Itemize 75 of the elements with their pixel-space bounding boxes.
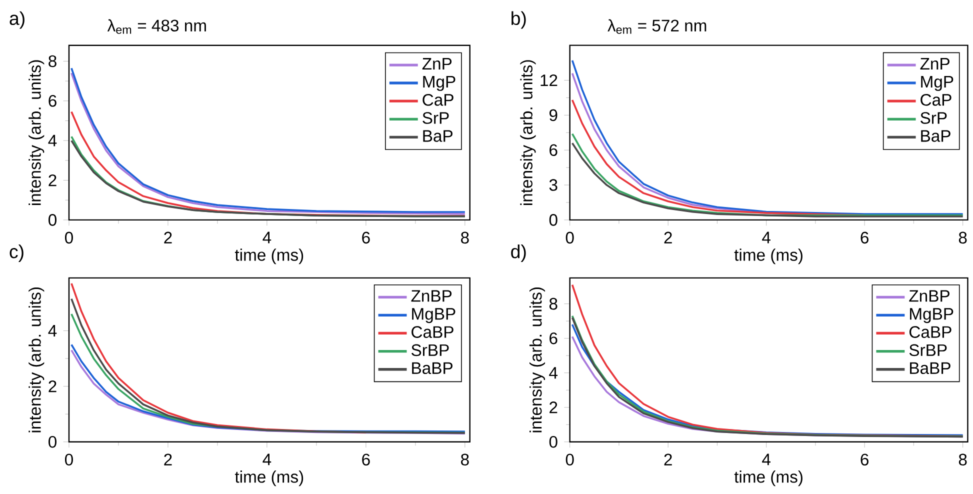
legend-label: MgBP xyxy=(412,308,456,324)
text: c) xyxy=(10,244,24,262)
x-tick-label: 6 xyxy=(362,232,370,244)
legend-label: SrBP xyxy=(411,344,449,356)
x-axis-title: time (ms) xyxy=(734,470,802,486)
y-tick-label: 2 xyxy=(48,380,56,392)
y-tick-label: 6 xyxy=(48,95,56,107)
legend-label: BaBP xyxy=(412,362,452,374)
y-tick-label: 8 xyxy=(48,55,56,68)
text: d) xyxy=(511,244,526,262)
legend-label: CaP xyxy=(422,94,454,106)
legend-label: SrBP xyxy=(909,344,947,356)
chart-title: λ$_{em}$ = 483 nm xyxy=(107,19,206,34)
y-tick-label: 0 xyxy=(48,214,56,226)
x-tick-label: 2 xyxy=(664,232,672,244)
x-tick-label: 6 xyxy=(860,232,868,244)
x-tick-label: 4 xyxy=(762,454,770,466)
y-tick-label: 0 xyxy=(549,436,558,448)
legend-label: ZnBP xyxy=(909,290,950,302)
line-series xyxy=(70,282,367,434)
legend-label: SrP xyxy=(422,112,449,124)
x-tick-label: 0 xyxy=(65,454,73,466)
text: a) xyxy=(10,11,24,29)
y-axis-title: intensity (arb. units) xyxy=(529,288,546,432)
legend-label: CaBP xyxy=(412,326,454,338)
line-series xyxy=(571,284,964,438)
x-tick-label: 6 xyxy=(362,454,370,466)
x-tick-label: 4 xyxy=(262,232,272,244)
legend-label: BaBP xyxy=(910,362,950,374)
legend-label: BaP xyxy=(423,130,452,142)
y-tick-label: 4 xyxy=(549,367,558,379)
x-tick-label: 2 xyxy=(164,454,172,466)
x-tick-label: 0 xyxy=(566,454,574,466)
legend-label: CaBP xyxy=(910,326,952,338)
y-tick-label: 2 xyxy=(550,402,558,414)
y-tick-label: 0 xyxy=(48,436,56,448)
y-tick-label: 3 xyxy=(549,179,558,191)
x-axis-title: time (ms) xyxy=(734,248,802,264)
legend-label: ZnP xyxy=(422,58,452,70)
x-tick-label: 8 xyxy=(958,232,967,244)
y-tick-label: 4 xyxy=(48,325,57,337)
y-axis-title: intensity (arb. units) xyxy=(520,60,536,206)
y-tick-label: 8 xyxy=(549,298,558,310)
chart-title: λ$_{em}$ = 572 nm xyxy=(608,19,706,34)
x-tick-label: 4 xyxy=(762,232,770,244)
line-series xyxy=(70,110,466,217)
y-tick-label: 6 xyxy=(550,144,558,156)
y-tick-label: 2 xyxy=(48,174,56,186)
x-tick-label: 2 xyxy=(164,232,172,244)
y-axis-title: intensity (arb. units) xyxy=(28,60,44,206)
x-tick-label: 6 xyxy=(860,454,868,466)
y-tick-label: 0 xyxy=(549,214,558,226)
x-tick-label: 2 xyxy=(664,454,672,466)
x-tick-label: 0 xyxy=(65,232,73,244)
x-tick-label: 8 xyxy=(461,454,469,466)
y-axis-title: intensity (arb. units) xyxy=(28,288,44,432)
x-axis-title: time (ms) xyxy=(234,470,304,486)
x-tick-label: 8 xyxy=(958,454,967,466)
legend-label: CaP xyxy=(920,94,952,106)
text: b) xyxy=(512,11,526,29)
y-tick-label: 4 xyxy=(48,134,57,146)
x-tick-label: 8 xyxy=(461,232,469,244)
x-axis-title: time (ms) xyxy=(234,248,304,264)
y-tick-label: 9 xyxy=(550,109,558,122)
legend-label: BaP xyxy=(921,130,950,142)
x-tick-label: 0 xyxy=(566,232,574,244)
legend-label: MgP xyxy=(423,76,456,91)
x-tick-label: 4 xyxy=(262,454,272,466)
legend-label: SrP xyxy=(920,112,947,124)
legend-label: ZnP xyxy=(920,58,950,70)
legend-label: ZnBP xyxy=(411,290,452,302)
y-tick-label: 12 xyxy=(540,74,558,86)
legend-label: MgBP xyxy=(910,308,954,324)
y-tick-label: 6 xyxy=(550,332,558,344)
legend-label: MgP xyxy=(921,76,954,91)
